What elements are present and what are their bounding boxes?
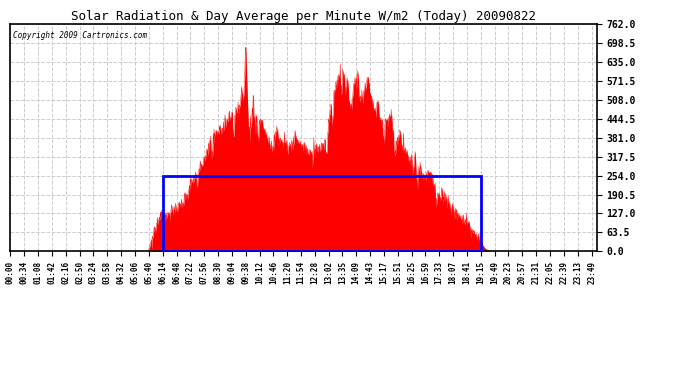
Text: Copyright 2009 Cartronics.com: Copyright 2009 Cartronics.com — [13, 31, 148, 40]
Title: Solar Radiation & Day Average per Minute W/m2 (Today) 20090822: Solar Radiation & Day Average per Minute… — [71, 10, 536, 23]
Bar — [163, 176, 481, 251]
